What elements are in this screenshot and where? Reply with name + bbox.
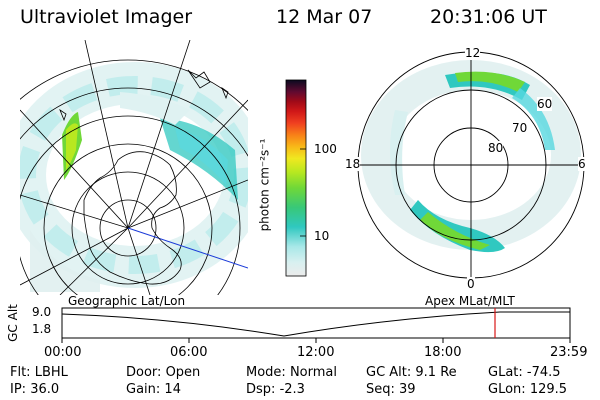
observation-time: 20:31:06 UT	[430, 6, 547, 28]
auroral-oval-geographic	[20, 62, 248, 292]
info-filter: Flt: LBHL	[10, 365, 68, 380]
colorbar-unit: photon cm⁻²s⁻¹	[257, 138, 272, 232]
colorbar-ticks	[300, 148, 306, 237]
timeline-xtick-1800: 18:00	[424, 345, 462, 360]
right-map-caption: Apex MLat/MLT	[425, 294, 515, 308]
instrument-title: Ultraviolet Imager	[20, 6, 193, 28]
timeline-xtick-0000: 00:00	[44, 345, 82, 360]
longitude-lines	[20, 40, 248, 295]
coastline	[59, 69, 229, 285]
mlt-label-18: 18	[345, 157, 361, 171]
info-gain: Gain: 14	[126, 382, 181, 397]
timeline-axis-label: GC Alt	[5, 304, 20, 342]
apex-polar-plot	[357, 51, 585, 279]
observation-date: 12 Mar 07	[276, 6, 373, 28]
mlat-label-60: 60	[537, 97, 553, 111]
timeline-xtick-2359: 23:59	[550, 345, 588, 360]
info-dsp: Dsp: -2.3	[246, 382, 305, 397]
geographic-map	[20, 40, 248, 295]
left-map-caption: Geographic Lat/Lon	[68, 294, 186, 308]
info-glon: GLon: 129.5	[488, 382, 568, 397]
info-door: Door: Open	[126, 365, 201, 380]
timeline-xtick-1200: 12:00	[297, 345, 335, 360]
info-gc-alt: GC Alt: 9.1 Re	[366, 365, 457, 380]
timeline-xtick-0600: 06:00	[170, 345, 208, 360]
colorbar-tick-10: 10	[314, 229, 330, 243]
mlat-label-70: 70	[512, 121, 528, 135]
info-ip: IP: 36.0	[10, 382, 60, 397]
mlt-label-0: 0	[467, 277, 475, 291]
mlt-axes	[358, 52, 584, 278]
info-glat: GLat: -74.5	[488, 365, 561, 380]
altitude-curve	[61, 311, 570, 337]
colorbar-tick-100: 100	[314, 142, 337, 156]
timeline-ytick-bottom: 1.8	[32, 322, 52, 336]
timeline-ytick-top: 9.0	[32, 305, 52, 319]
info-seq: Seq: 39	[366, 382, 416, 397]
info-mode: Mode: Normal	[246, 365, 337, 380]
latitude-circles	[20, 59, 248, 295]
mlt-label-6: 6	[578, 157, 586, 171]
noon-meridian-line	[127, 227, 248, 269]
altitude-timeline	[61, 307, 571, 343]
mlat-label-80: 80	[488, 141, 504, 155]
mlt-label-12: 12	[465, 46, 481, 60]
colorbar	[285, 79, 307, 277]
